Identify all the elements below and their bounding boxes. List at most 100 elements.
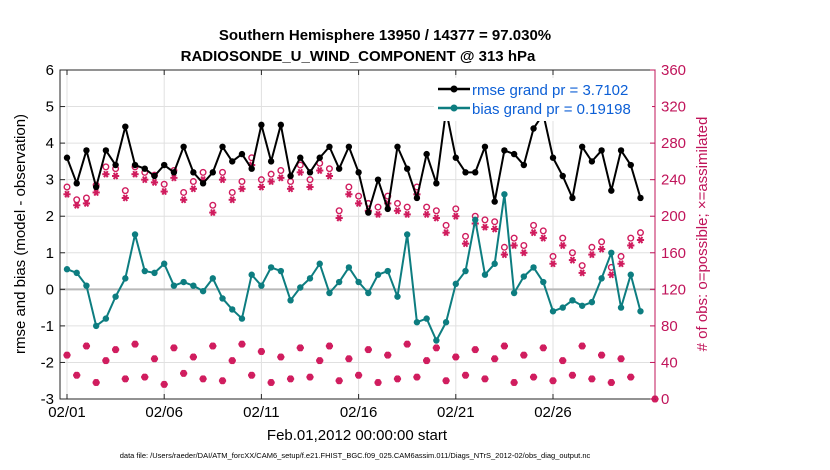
x-tick-label-0: 02/01 (48, 404, 86, 421)
series-0-point-43 (481, 143, 489, 150)
series-1-point-24 (297, 284, 304, 291)
obs-assimilated-marker-8 (141, 176, 149, 184)
series-1-point-6 (122, 275, 129, 282)
legend-rmse-label: rmse grand pr = 3.7102 (472, 82, 628, 99)
series-0-point-54 (588, 158, 596, 165)
obs-possible-marker-52 (568, 249, 576, 257)
series-1-point-53 (578, 302, 586, 309)
y-axis-label: rmse and bias (model - observation) (12, 114, 29, 354)
series-0-point-1 (73, 180, 80, 187)
obs-lower-assimilated-marker-41 (461, 371, 470, 379)
series-1-point-58 (627, 271, 634, 278)
series-1-point-55 (598, 275, 605, 282)
series-1-point-59 (637, 308, 644, 315)
obs-assimilated-marker-20 (257, 183, 265, 191)
series-1-point-32 (374, 271, 382, 278)
obs-lower-assimilated-marker-58 (627, 373, 635, 381)
series-1-point-51 (559, 304, 566, 311)
obs-assimilated-marker-18 (238, 185, 246, 193)
x-tick-label-4: 02/21 (437, 404, 475, 421)
y-right-tick-label-6: 240 (661, 172, 686, 189)
obs-lower-assimilated-marker-34 (393, 375, 402, 383)
obs-possible-marker-46 (510, 234, 518, 242)
obs-lower-assimilated-marker-15 (209, 342, 217, 350)
series-0-point-0 (63, 154, 71, 161)
obs-assimilated-marker-48 (529, 229, 538, 237)
series-0-point-58 (627, 161, 634, 169)
obs-possible-marker-37 (423, 203, 431, 211)
series-1-point-48 (530, 264, 537, 271)
obs-possible-marker-12 (180, 188, 188, 196)
obs-assimilated-marker-57 (617, 260, 625, 268)
obs-lower-assimilated-marker-45 (500, 342, 508, 350)
series-1-point-16 (219, 295, 226, 302)
obs-possible-marker-47 (520, 241, 528, 249)
series-1-point-35 (404, 231, 411, 238)
obs-lower-assimilated-marker-8 (141, 373, 149, 381)
series-1-point-2 (83, 282, 90, 289)
series-0-point-40 (452, 154, 459, 161)
series-0-point-31 (365, 209, 372, 216)
series-1-point-45 (501, 191, 508, 198)
series-0-point-51 (559, 172, 566, 180)
obs-assimilated-marker-34 (393, 207, 402, 215)
obs-lower-assimilated-marker-47 (520, 351, 528, 359)
obs-lower-assimilated-marker-18 (238, 340, 246, 348)
obs-assimilated-marker-44 (491, 225, 499, 233)
y-tick-label-3: 0 (46, 281, 54, 298)
obs-assimilated-marker-45 (500, 250, 508, 259)
legend-bias-marker (450, 104, 458, 112)
obs-possible-marker-27 (325, 165, 333, 173)
series-1-point-26 (316, 260, 323, 267)
obs-lower-assimilated-marker-38 (432, 344, 440, 352)
x-tick-label-5: 02/26 (534, 404, 572, 421)
series-0-point-50 (549, 154, 557, 161)
obs-possible-marker-29 (345, 183, 353, 191)
series-0-point-22 (277, 121, 285, 129)
series-1-point-28 (335, 278, 343, 286)
chart-subtitle: RADIOSONDE_U_WIND_COMPONENT @ 313 hPa (181, 48, 536, 65)
series-0-point-16 (219, 143, 226, 150)
x-axis-ticks: 02/01 02/06 02/11 02/16 02/21 02/26 (48, 70, 572, 421)
series-1-point-44 (491, 260, 498, 267)
y-right-tick-label-1: 40 (661, 354, 678, 371)
obs-possible-marker-25 (306, 176, 314, 184)
y-tick-label-9: 6 (46, 62, 54, 79)
series-0-point-38 (433, 180, 440, 187)
series-1-point-50 (549, 308, 557, 315)
obs-lower-assimilated-marker-1 (73, 371, 81, 379)
series-0-point-45 (501, 147, 508, 154)
obs-assimilated-marker-47 (520, 249, 528, 257)
y-right-tick-label-4: 160 (661, 245, 686, 262)
series-1-point-10 (161, 260, 168, 267)
obs-assimilated-marker-16 (218, 176, 227, 184)
obs-lower-assimilated-marker-36 (413, 373, 421, 381)
data-file-footer: data file: /Users/raeder/DAI/ATM_forcXX/… (120, 451, 591, 460)
series-0-point-34 (394, 143, 401, 150)
series-0-point-5 (112, 161, 119, 169)
series-1-point-22 (277, 267, 285, 275)
series-0-point-37 (423, 150, 430, 158)
series-0-point-7 (131, 161, 139, 169)
obs-lower-assimilated-marker-42 (471, 346, 479, 354)
series-1-point-0 (63, 266, 71, 273)
series-1-point-7 (131, 231, 139, 238)
y-axis-right-label: # of obs: o=possible; ×=assimilated (694, 117, 711, 352)
series-1-point-38 (433, 337, 440, 344)
obs-lower-assimilated-marker-56 (607, 378, 615, 387)
series-1-point-31 (365, 289, 372, 297)
obs-possible-marker-39 (442, 221, 450, 229)
obs-possible-marker-43 (481, 216, 489, 224)
series-1-point-1 (73, 269, 80, 277)
obs-possible-marker-34 (393, 199, 401, 207)
obs-assimilated-marker-51 (559, 241, 567, 250)
series-0-point-14 (199, 180, 207, 187)
series-1-point-39 (442, 319, 450, 326)
series-0-point-12 (180, 143, 187, 150)
series-0-point-18 (238, 150, 246, 158)
obs-lower-assimilated-marker-33 (384, 351, 392, 359)
series-0-point-36 (413, 194, 421, 202)
obs-assimilated-marker-50 (549, 260, 557, 268)
series-0-point-41 (462, 169, 469, 176)
obs-assimilated-marker-1 (73, 201, 81, 209)
